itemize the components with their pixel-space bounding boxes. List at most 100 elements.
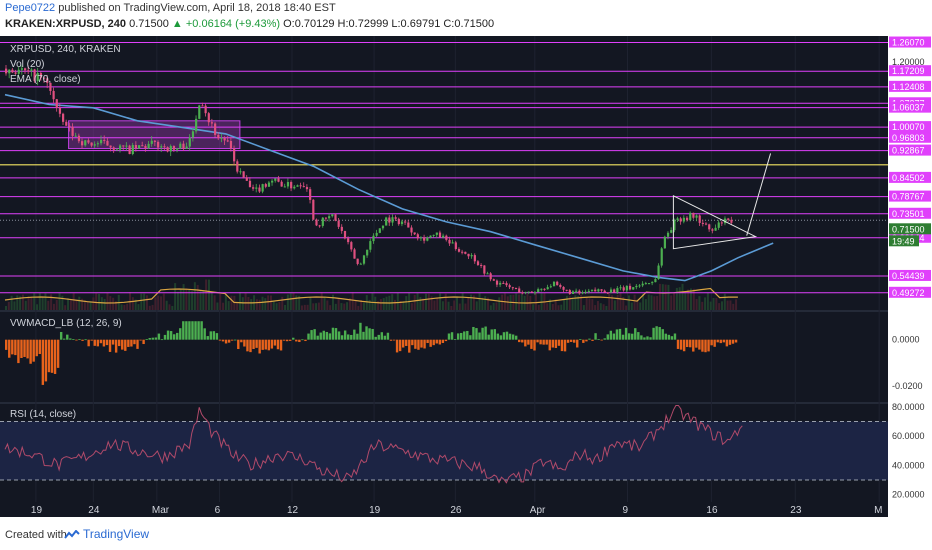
candle-body	[587, 290, 590, 292]
volume-bar	[489, 305, 492, 310]
candle-body	[413, 232, 416, 235]
volume-bar	[681, 283, 684, 310]
volume-bar	[337, 298, 340, 310]
macd-bar	[603, 338, 606, 340]
candle-body	[578, 290, 581, 294]
macd-bar	[20, 339, 23, 359]
candle-body	[220, 137, 223, 139]
volume-bar	[487, 297, 490, 310]
macd-bar	[331, 327, 335, 340]
macd-bar	[90, 339, 93, 341]
candle-body	[81, 141, 84, 146]
candle-body	[309, 189, 312, 200]
candle-body	[5, 68, 8, 74]
candle-body	[318, 225, 321, 227]
volume-bar	[86, 300, 89, 310]
candle-body	[682, 217, 685, 222]
candle-body	[131, 145, 134, 155]
volume-bar	[515, 293, 518, 310]
candle-body	[153, 140, 157, 142]
candle-body	[160, 146, 163, 148]
candle-body	[606, 292, 609, 294]
macd-bar	[518, 339, 521, 343]
volume-bar	[154, 297, 157, 310]
candle-body	[11, 69, 14, 73]
volume-bar	[227, 301, 230, 310]
volume-bar	[585, 296, 588, 310]
candle-body	[90, 142, 93, 146]
volume-bar	[278, 301, 281, 310]
macd-bar	[371, 328, 374, 340]
level-label-3: 1.06037	[892, 103, 925, 113]
candle-body	[49, 82, 52, 91]
candle-body	[708, 224, 711, 230]
volume-bar	[534, 292, 537, 310]
candle-body	[343, 230, 347, 239]
candle-body	[442, 235, 445, 238]
candle-body	[204, 105, 207, 114]
candle-body	[188, 137, 191, 147]
macd-bar	[643, 337, 646, 340]
macd-bar	[276, 339, 280, 350]
volume-bar	[292, 292, 295, 310]
volume-bar	[647, 294, 650, 310]
volume-bar	[98, 293, 101, 310]
candle-body	[619, 287, 622, 289]
macd-bar	[731, 339, 735, 344]
candle-body	[461, 251, 464, 253]
volume-bar	[272, 301, 275, 310]
candle-body	[252, 187, 255, 189]
candle-body	[334, 214, 337, 221]
volume-bar	[16, 295, 19, 310]
top-level-label: 1.26070	[892, 38, 925, 48]
candle-body	[223, 137, 226, 141]
macd-bar	[63, 338, 66, 340]
volume-bar	[213, 295, 216, 310]
main-pane-title: XRPUSD, 240, KRAKEN	[10, 44, 121, 55]
candle-body	[134, 145, 138, 149]
macd-bar	[32, 339, 35, 362]
candle-body	[30, 69, 33, 71]
macd-bar	[240, 339, 243, 343]
volume-bar	[441, 301, 444, 310]
volume-bar	[461, 292, 464, 310]
volume-bar	[269, 295, 272, 310]
candle-body	[400, 221, 404, 225]
macd-bar	[392, 339, 396, 341]
volume-bar	[456, 296, 459, 310]
macd-bar	[368, 328, 371, 340]
macd-bar	[588, 338, 591, 340]
author-link[interactable]: Pepe0722	[5, 2, 56, 14]
macd-bar	[719, 339, 722, 344]
volume-bar	[642, 293, 645, 310]
volume-bar	[303, 304, 306, 310]
macd-bar	[17, 339, 20, 364]
macd-bar	[319, 332, 322, 340]
macd-bar	[99, 339, 103, 344]
volume-bar	[33, 293, 36, 310]
volume-bar	[64, 305, 67, 310]
macd-bar	[29, 339, 32, 364]
candle-body	[27, 70, 30, 72]
macd-bar	[279, 339, 283, 351]
publish-line: Pepe0722 published on TradingView.com, A…	[5, 2, 336, 14]
macd-bar	[673, 333, 677, 340]
macd-bar	[50, 339, 54, 373]
candle-body	[248, 180, 252, 188]
tradingview-brand[interactable]: TradingView	[64, 527, 149, 541]
candle-body	[533, 292, 537, 294]
candle-body	[698, 215, 701, 223]
time-tick-label-6: 26	[450, 505, 462, 516]
brand-label: TradingView	[83, 527, 150, 541]
last-price: 0.71500	[129, 18, 169, 30]
candle-body	[429, 235, 432, 238]
macd-bar	[469, 335, 472, 340]
candle-body	[581, 292, 584, 294]
chart-canvas[interactable]: XRPUSD, 240, KRAKEN Vol (20) EMA (70, clos…	[0, 36, 932, 517]
macd-bar	[563, 339, 567, 352]
candle-body	[499, 282, 502, 285]
level-badge-12	[889, 286, 931, 298]
candle-body	[207, 113, 210, 123]
candle-body	[647, 283, 651, 285]
volume-bar	[464, 303, 467, 310]
